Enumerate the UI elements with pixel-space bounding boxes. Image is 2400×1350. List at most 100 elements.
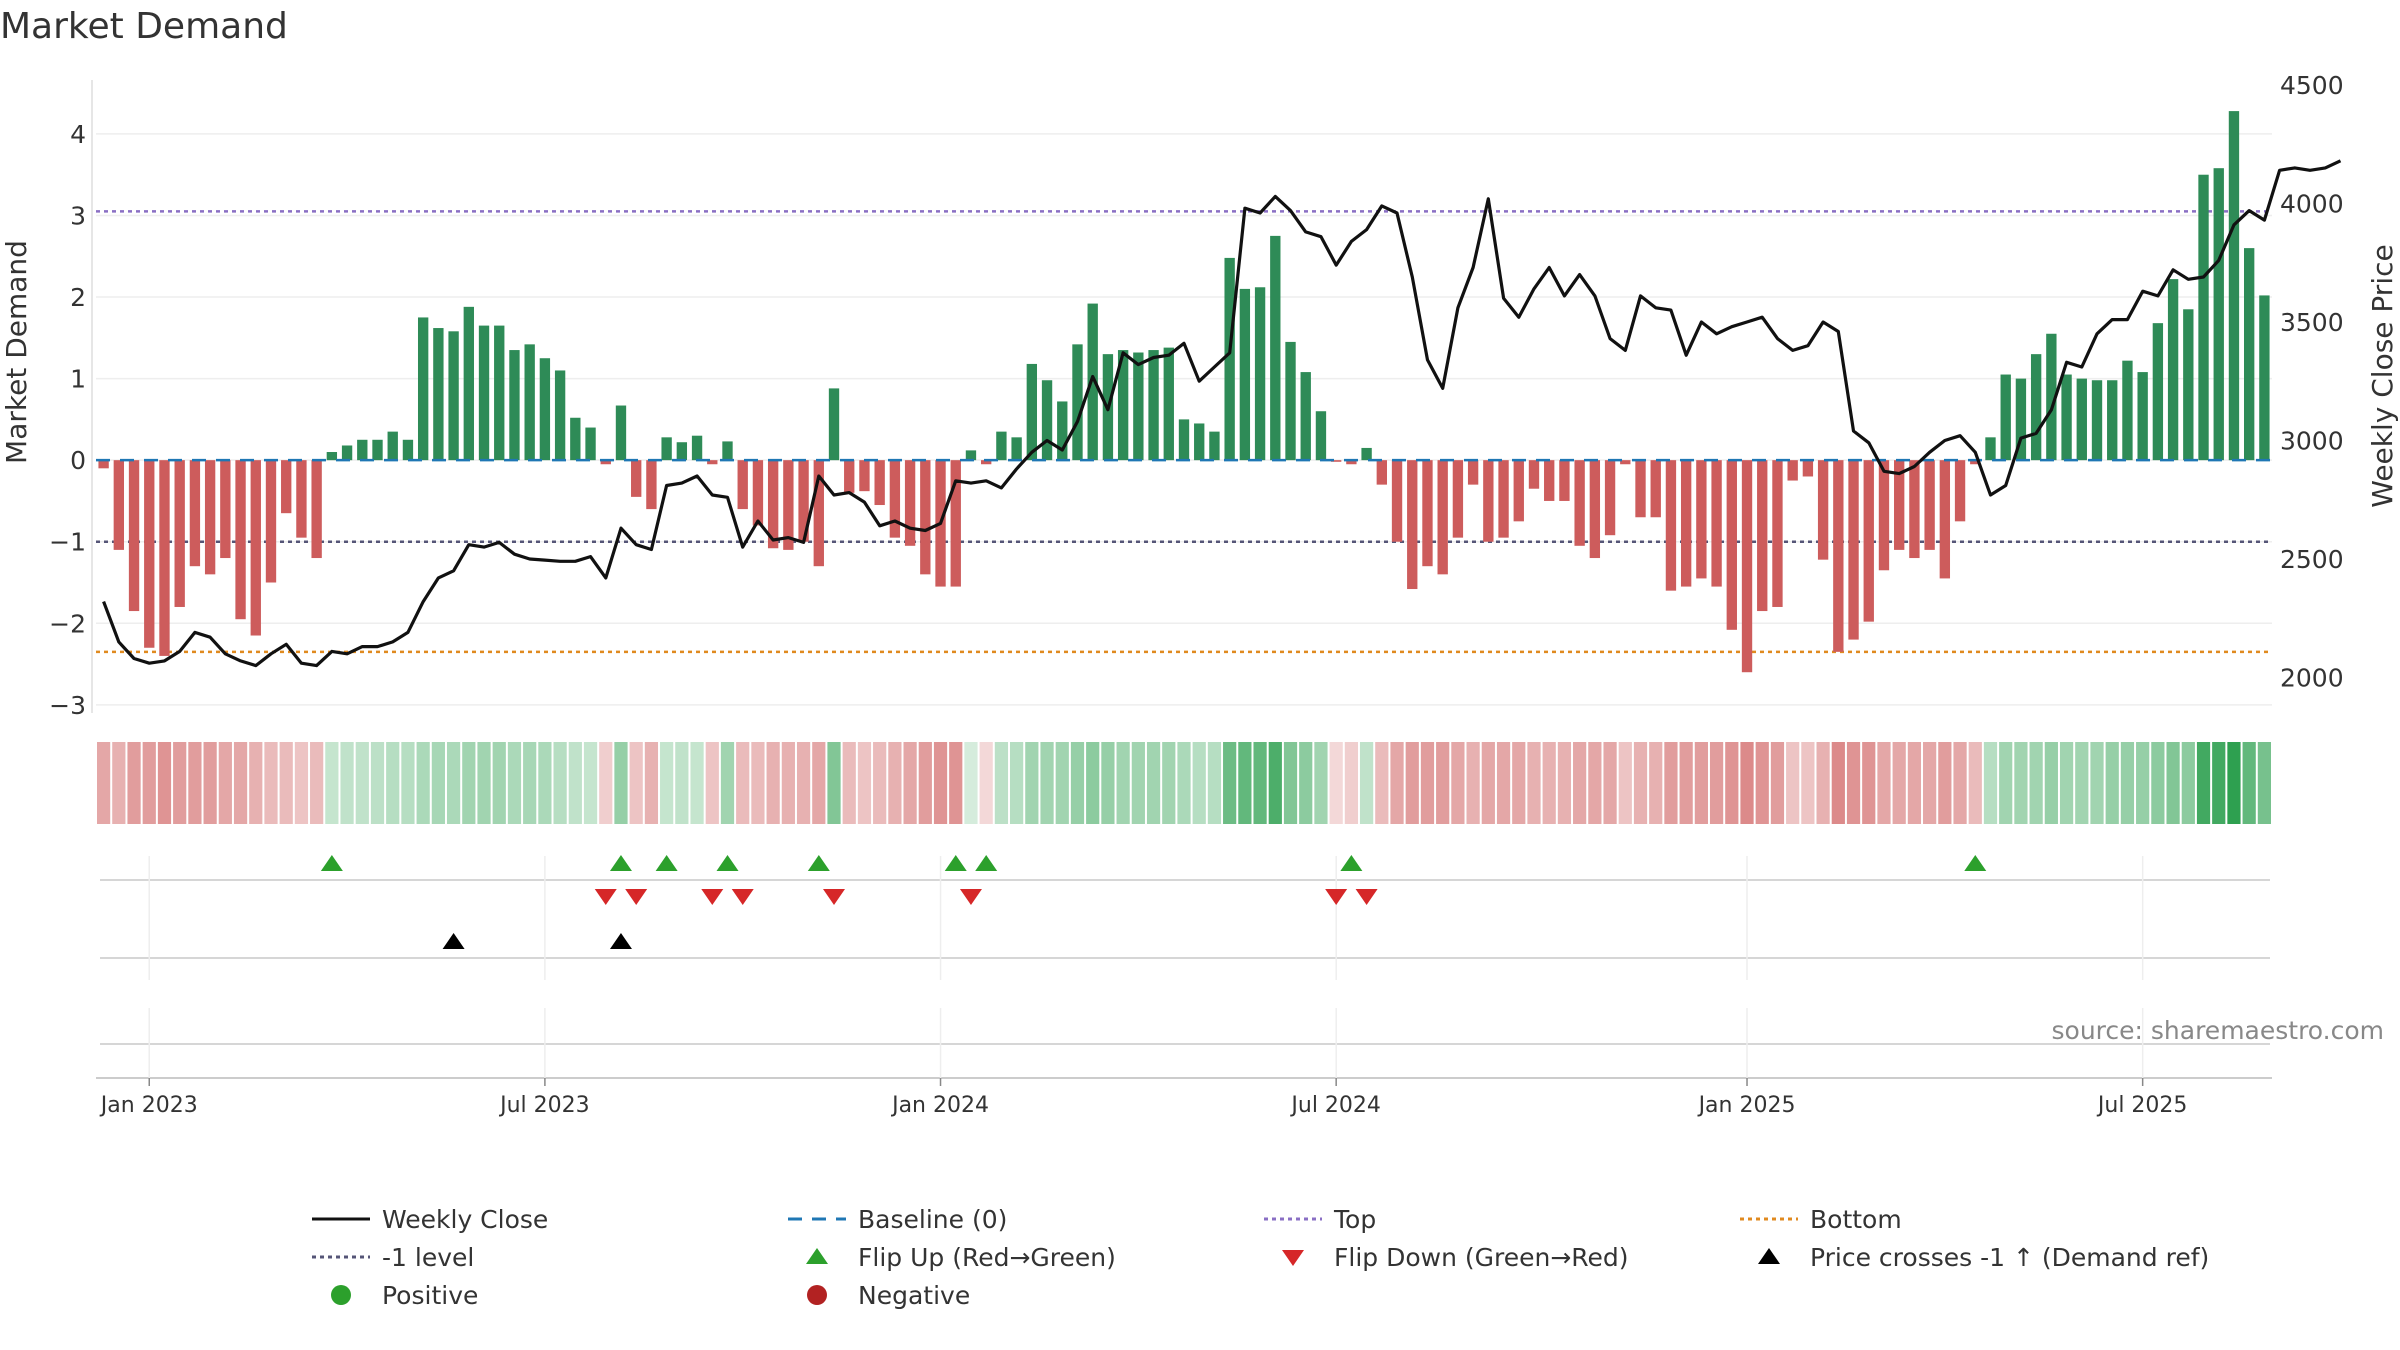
heat-cell [629,742,643,824]
axis-ticks-layer: 4 3 2 1 0 −1 −2 −3 4500 4000 3500 3000 2500 2000 Jan 2… [49,71,2343,1118]
heat-cell [599,742,613,824]
demand-bar [2061,374,2072,461]
heat-cell [553,742,567,824]
demand-bar [265,460,277,583]
heat-cell [1223,742,1237,824]
y-tick-label-left: −3 [49,691,86,720]
heat-cell [2257,742,2271,824]
demand-bar [1483,460,1494,542]
heat-cell [796,742,811,824]
demand-bar [1894,460,1905,550]
legend-swatch-line-solid [312,1217,370,1221]
heat-cell [1010,742,1024,824]
demand-bar [691,435,703,461]
heat-cell [1177,742,1191,824]
demand-bar [1057,401,1068,461]
heat-cell [294,742,309,824]
demand-bar [1178,419,1190,461]
demand-bar [844,460,855,493]
heat-cell [644,742,659,824]
demand-bar [2030,354,2042,461]
heat-cell [249,742,263,824]
y-axis-left-label: Market Demand [0,240,33,464]
demand-bar [996,431,1007,461]
heat-cell [1253,742,1267,824]
reference-levels-layer [96,210,2272,654]
demand-bar [2228,111,2240,461]
x-tick-label: Jul 2024 [1289,1093,1381,1118]
heat-cell [1162,742,1176,824]
heat-cell [1968,742,1982,824]
flip-up-marker [655,855,678,871]
demand-bar [1133,352,1144,461]
heat-cell [264,742,278,824]
demand-bar [1772,460,1783,607]
legend-item-flip-down: Flip Down (Green→Red) [1262,1238,1629,1276]
heat-cell [781,742,795,824]
demand-bar [1802,460,1814,477]
demand-bar [357,439,368,461]
y-tick-label-right: 3000 [2280,426,2344,455]
demand-bar [1544,460,1555,501]
demand-bar [1528,460,1540,489]
demand-bar [783,460,794,550]
heat-cell [1862,742,1876,824]
y-axis-right-label: Weekly Close Price [2366,244,2399,507]
demand-bar [539,358,551,461]
heat-cell [1086,742,1100,824]
legend-item-positive: Positive [310,1276,478,1314]
heat-cell [1633,742,1648,824]
heat-cell [1816,742,1830,824]
heat-cell [233,742,248,824]
flip-up-marker [320,855,343,871]
legend-swatch-tri-black [1758,1248,1780,1264]
demand-bar [128,460,140,612]
heat-cell [1740,742,1754,824]
demand-bar [1361,447,1372,461]
heat-cell [1846,742,1861,824]
heat-cell [1618,742,1632,824]
legend-label: Flip Down (Green→Red) [1334,1242,1629,1272]
heat-cell [766,742,780,824]
demand-bar [1909,460,1920,559]
demand-bar [1604,460,1616,536]
heat-cell [2151,742,2165,824]
price-cross-marker [609,933,632,949]
heat-cell [583,742,598,824]
demand-bar [159,460,170,656]
demand-bar [1391,460,1403,542]
demand-bar [767,460,779,549]
heat-cell [2090,742,2104,824]
legend-swatch-line-dot-minus [312,1255,370,1259]
demand-bar [2213,168,2224,461]
demand-bar [372,439,383,461]
heat-cell [1436,742,1450,824]
heat-cell [538,742,552,824]
signal-markers-layer [320,855,1987,949]
demand-bar [448,331,459,461]
heat-cell [203,742,217,824]
demand-bar [494,325,505,461]
demand-bar [311,460,322,559]
y-tick-label-left: 1 [70,365,86,394]
demand-bar [1863,460,1874,622]
demand-bar [874,460,885,506]
heat-cell [568,742,582,824]
heat-cell [949,742,963,824]
demand-bar [524,344,535,461]
y-tick-label-right: 3500 [2280,308,2344,337]
demand-bars-layer [96,111,2272,673]
heat-cell [1344,742,1358,824]
heat-cell [446,742,461,824]
heat-cell [1496,742,1511,824]
heat-cell [1238,742,1252,824]
demand-bar [1817,460,1829,560]
demand-bar [174,460,185,607]
flip-up-marker [975,855,998,871]
legend-swatch-dot-pos [331,1285,351,1305]
demand-bar [676,442,688,461]
x-tick-label: Jan 2023 [99,1093,198,1118]
demand-bar [220,460,231,559]
heat-cell [705,742,719,824]
heat-cell [1801,742,1815,824]
